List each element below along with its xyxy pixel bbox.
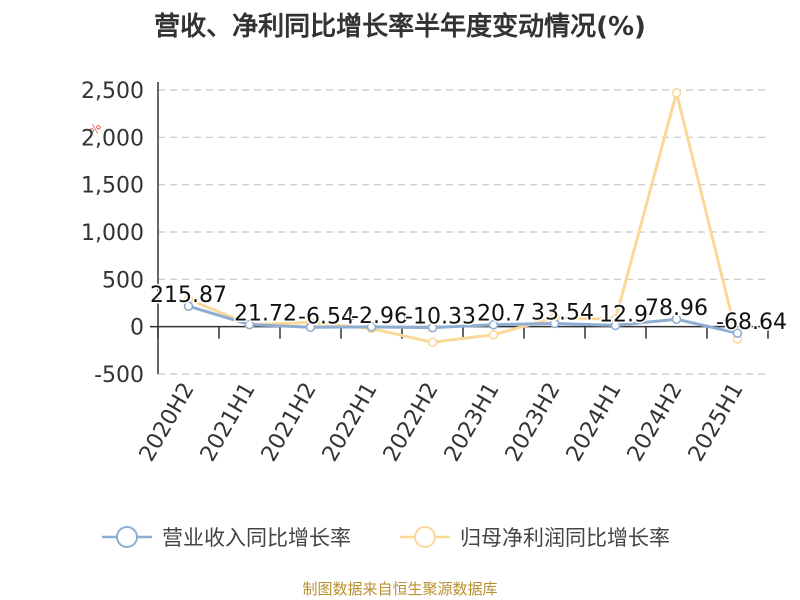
- data-point-0: [732, 328, 743, 338]
- data-point-0: [183, 301, 194, 312]
- y-tick-label: 1,500: [81, 174, 144, 199]
- legend-line-circle-icon: [102, 526, 152, 548]
- data-label: -68.64: [716, 310, 787, 335]
- series-line-1: [187, 91, 739, 344]
- legend-item-revenue[interactable]: 营业收入同比增长率: [102, 520, 351, 554]
- x-tick-label: 2023H1: [440, 379, 505, 466]
- x-tick-label: 2023H2: [501, 379, 566, 466]
- y-tick-label: 1,000: [81, 221, 144, 246]
- legend-label-profit: 归母净利润同比增长率: [460, 526, 670, 550]
- data-label: -6.54: [298, 304, 355, 329]
- data-point-0: [427, 322, 438, 333]
- x-tick-label: 2021H1: [196, 379, 261, 466]
- legend-label-revenue: 营业收入同比增长率: [162, 526, 351, 550]
- y-tick-label: 2,000: [81, 126, 144, 151]
- data-label: 12.9: [599, 302, 648, 327]
- x-tick-label: 2024H2: [623, 379, 688, 466]
- legend-item-profit[interactable]: 归母净利润同比增长率: [400, 520, 670, 554]
- x-tick-label: 2021H2: [257, 379, 322, 466]
- data-point-0: [244, 319, 255, 330]
- series-line-0: [188, 304, 738, 335]
- x-tick-label: 2025H1: [684, 379, 749, 466]
- data-point-1: [427, 337, 438, 348]
- data-point-0: [549, 318, 560, 329]
- source-note: 制图数据来自恒生聚源数据库: [302, 580, 498, 598]
- y-tick-label: 0: [130, 316, 144, 341]
- data-label: -2.96: [351, 304, 408, 329]
- data-label: 20.7: [477, 302, 526, 327]
- y-tick-label: -500: [94, 363, 144, 388]
- data-label: 21.72: [234, 302, 297, 327]
- x-tick-label: 2024H1: [562, 379, 627, 466]
- data-point-0: [671, 314, 682, 324]
- data-label: 215.87: [150, 283, 227, 308]
- data-label: 78.96: [645, 296, 708, 321]
- x-tick-label: 2020H2: [135, 379, 200, 466]
- data-point-0: [488, 319, 499, 330]
- y-tick-label: 500: [102, 268, 144, 293]
- data-point-1: [671, 88, 682, 98]
- chart-title: 营收、净利同比增长率半年度变动情况(%): [154, 12, 646, 42]
- data-point-0: [305, 322, 316, 333]
- data-point-0: [366, 322, 377, 332]
- data-point-0: [610, 320, 621, 331]
- x-tick-label: 2022H1: [318, 379, 383, 466]
- legend-line-circle-icon: [400, 526, 450, 548]
- y-tick-label: 2,500: [81, 79, 144, 104]
- data-label: 33.54: [531, 300, 594, 325]
- data-point-1: [488, 329, 499, 340]
- x-tick-label: 2022H2: [379, 379, 444, 466]
- data-label: -10.33: [405, 305, 476, 330]
